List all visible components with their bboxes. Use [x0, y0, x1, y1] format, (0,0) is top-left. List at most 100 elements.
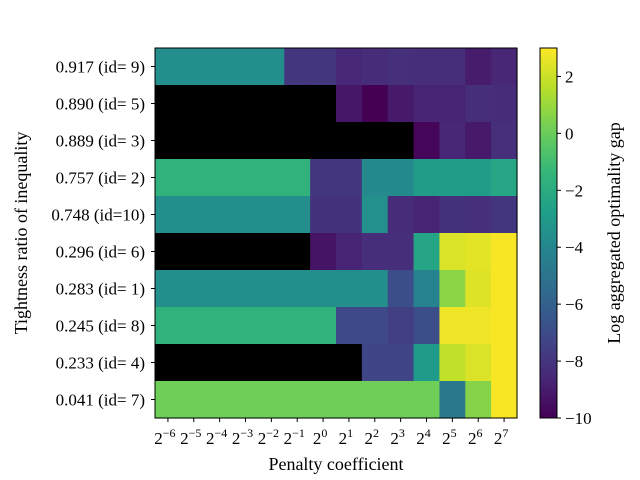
heatmap-cell	[232, 307, 260, 345]
heatmap-cell	[336, 344, 363, 382]
heatmap-cell	[258, 270, 285, 308]
heatmap-cell	[284, 159, 311, 197]
heatmap-cell	[465, 159, 492, 197]
y-axis-label: Tightness ratio of inequality	[11, 132, 31, 335]
heatmap-cell	[180, 85, 208, 123]
x-tick-label: 2−4	[206, 426, 227, 448]
heatmap-cell	[413, 85, 441, 123]
heatmap-cell	[180, 159, 208, 197]
heatmap-cell	[361, 270, 389, 308]
heatmap-cell	[258, 159, 285, 197]
x-axis-ticks: 2−6 2−5 2−4 2−3 2−2 2−1 20 21 22 23 24 25 26 27	[154, 418, 508, 448]
heatmap-cell	[336, 122, 363, 160]
heatmap-cell	[258, 85, 285, 123]
heatmap-cell	[413, 307, 441, 345]
heatmap-cell	[387, 196, 415, 234]
heatmap-cell	[232, 270, 260, 308]
heatmap-cell	[387, 233, 415, 271]
heatmap-cell	[258, 233, 285, 271]
heatmap-cell	[465, 122, 492, 160]
x-tick-label: 22	[365, 426, 380, 448]
heatmap-cell	[284, 270, 311, 308]
colorbar-tick-label: −8	[565, 352, 583, 371]
x-tick-label: 23	[390, 426, 405, 448]
heatmap-cell	[439, 196, 466, 234]
y-tick-label: 0.890 (id= 5)	[56, 95, 145, 114]
heatmap-cell	[387, 307, 415, 345]
heatmap-cell	[387, 85, 415, 123]
heatmap-cell	[439, 270, 466, 308]
heatmap-cell	[491, 344, 518, 382]
heatmap-cell	[284, 344, 311, 382]
y-tick-label: 0.041 (id= 7)	[56, 391, 145, 410]
heatmap-cell	[310, 85, 337, 123]
heatmap-cell	[232, 196, 260, 234]
heatmap-cell	[361, 196, 389, 234]
colorbar	[539, 47, 558, 419]
x-tick-label: 2−1	[284, 426, 305, 448]
x-tick-label: 27	[494, 426, 509, 448]
heatmap-cell	[258, 307, 285, 345]
heatmap-cell	[439, 122, 466, 160]
heatmap-cell	[465, 381, 492, 419]
heatmap-cell	[361, 307, 389, 345]
heatmap-cell	[206, 159, 234, 197]
heatmap-cell	[310, 307, 337, 345]
heatmap-cell	[361, 344, 389, 382]
heatmap-cell	[336, 381, 363, 419]
heatmap-cell	[491, 196, 518, 234]
heatmap-cell	[180, 122, 208, 160]
heatmap-cell	[258, 381, 285, 419]
y-tick-label: 0.245 (id= 8)	[56, 317, 145, 336]
heatmap-cell	[206, 233, 234, 271]
heatmap-cell	[310, 122, 337, 160]
heatmap-cell	[336, 307, 363, 345]
heatmap-cell	[258, 196, 285, 234]
x-tick-label: 2−6	[154, 426, 175, 448]
heatmap-cell	[232, 48, 260, 86]
heatmap-cell	[387, 48, 415, 86]
heatmap-cell	[413, 159, 441, 197]
heatmap-cell	[310, 381, 337, 419]
heatmap-cell	[206, 344, 234, 382]
heatmap-cell	[465, 270, 492, 308]
heatmap-cell	[258, 122, 285, 160]
heatmap-cell	[491, 270, 518, 308]
heatmap-cell	[206, 85, 234, 123]
heatmap-cell	[413, 233, 441, 271]
colorbar-tick-label: −10	[565, 409, 592, 428]
heatmap-cell	[361, 159, 389, 197]
heatmap-cell	[310, 233, 337, 271]
heatmap-cell	[180, 48, 208, 86]
colorbar-ticks: 2 0 −2 −4 −6 −8 −10	[557, 67, 592, 428]
heatmap-cell	[413, 344, 441, 382]
heatmap-cell	[413, 122, 441, 160]
x-tick-label: 24	[416, 426, 431, 448]
heatmap-cell	[439, 233, 466, 271]
heatmap-cell	[310, 270, 337, 308]
heatmap-cell	[284, 122, 311, 160]
heatmap-cell	[413, 270, 441, 308]
heatmap-cell	[155, 85, 182, 123]
heatmap-cell	[439, 344, 466, 382]
heatmap-cell	[361, 122, 389, 160]
colorbar-tick-label: −4	[565, 238, 584, 257]
heatmap-cell	[206, 307, 234, 345]
y-tick-label: 0.917 (id= 9)	[56, 58, 145, 77]
y-tick-label: 0.748 (id=10)	[51, 206, 145, 225]
heatmap-cell	[206, 48, 234, 86]
x-axis-label: Penalty coefficient	[268, 454, 403, 474]
heatmap-cell	[491, 381, 518, 419]
heatmap-cell	[232, 85, 260, 123]
x-tick-label: 20	[313, 426, 328, 448]
heatmap-cell	[310, 196, 337, 234]
heatmap-cell	[465, 48, 492, 86]
heatmap-cell	[310, 159, 337, 197]
heatmap-cell	[155, 307, 182, 345]
heatmap-cell	[491, 48, 518, 86]
heatmap-cell	[465, 85, 492, 123]
heatmap-cell	[491, 85, 518, 123]
heatmap-cell	[336, 270, 363, 308]
heatmap-cell	[310, 344, 337, 382]
